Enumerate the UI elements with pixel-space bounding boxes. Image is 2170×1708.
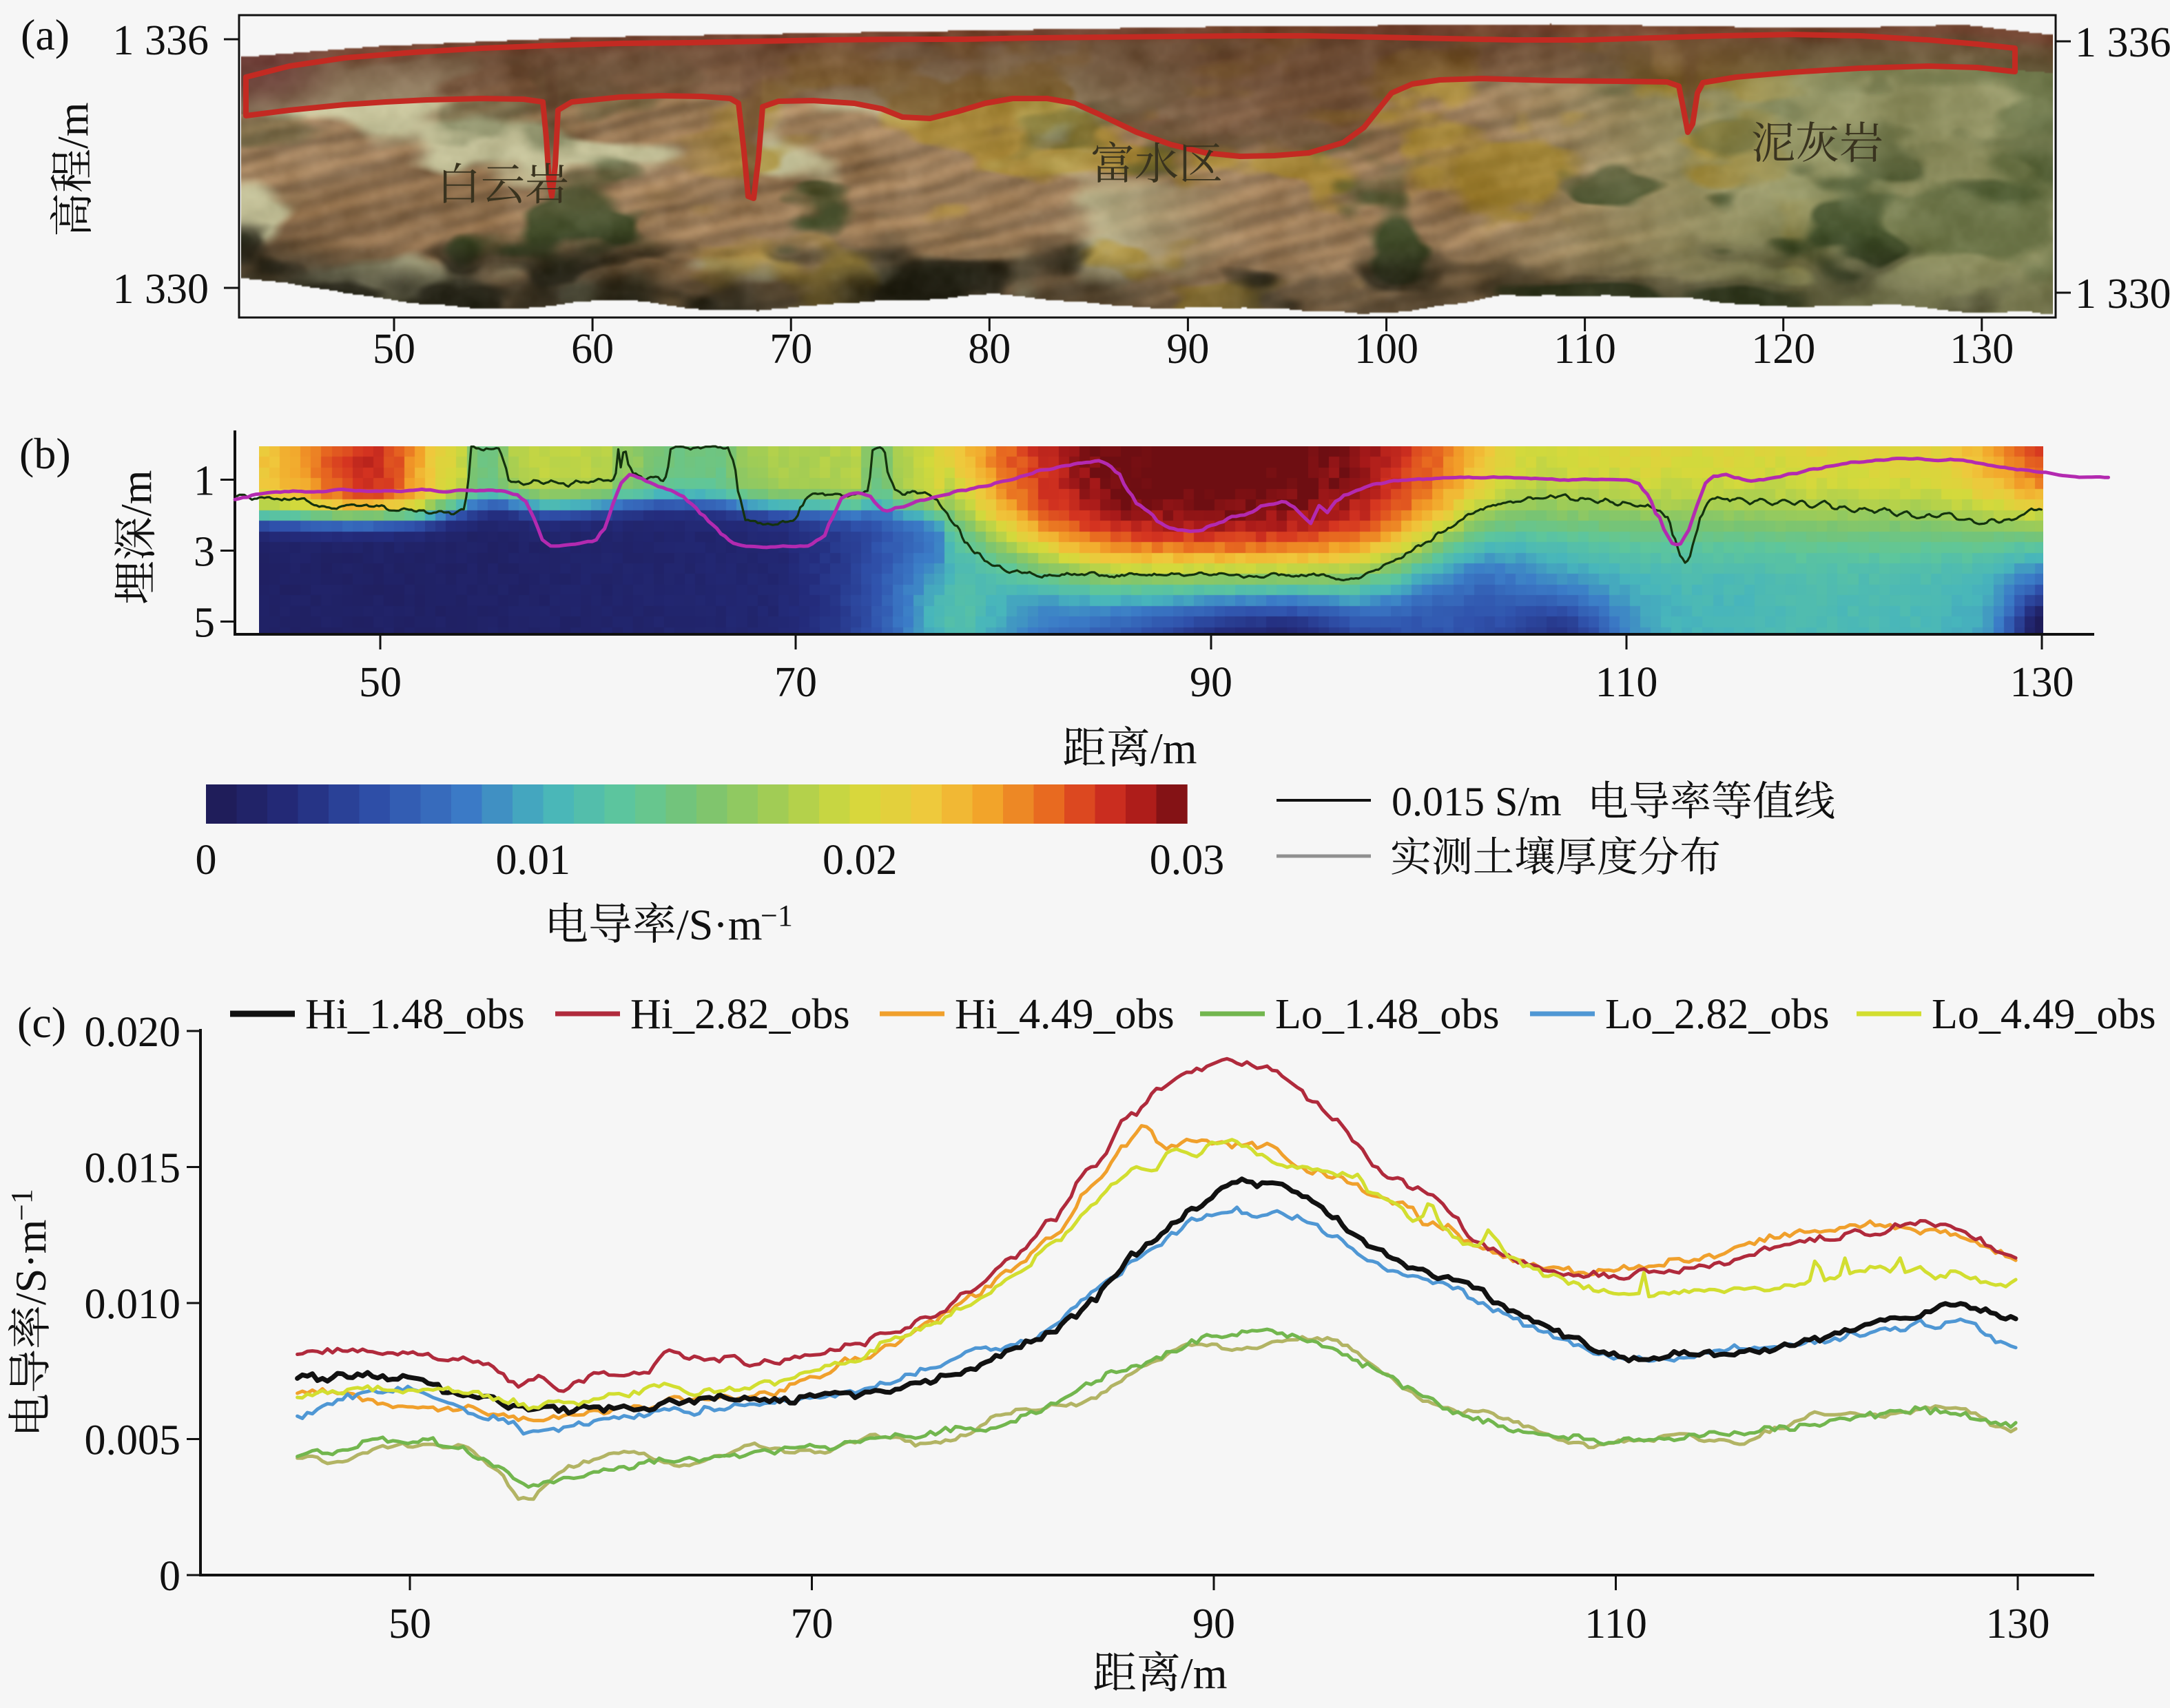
svg-text:100: 100 — [1354, 326, 1418, 373]
svg-text:(a): (a) — [21, 10, 70, 59]
svg-text:110: 110 — [1584, 1601, 1647, 1647]
svg-text:Hi_4.49_obs: Hi_4.49_obs — [955, 991, 1175, 1038]
svg-text:1: 1 — [194, 458, 215, 505]
svg-text:Lo_2.82_obs: Lo_2.82_obs — [1605, 991, 1830, 1038]
svg-text:1 330: 1 330 — [113, 266, 209, 313]
svg-text:1 336: 1 336 — [113, 17, 209, 64]
svg-text:(c): (c) — [17, 998, 66, 1047]
svg-text:0.005: 0.005 — [85, 1417, 181, 1464]
svg-text:0.020: 0.020 — [85, 1009, 181, 1056]
svg-text:70: 70 — [769, 326, 812, 373]
svg-text:110: 110 — [1553, 326, 1616, 373]
svg-text:50: 50 — [373, 326, 415, 373]
svg-text:70: 70 — [791, 1601, 834, 1647]
svg-text:0.02: 0.02 — [823, 837, 898, 884]
svg-text:50: 50 — [389, 1601, 431, 1647]
svg-text:/m: /m — [1181, 1649, 1228, 1698]
svg-text:1 336: 1 336 — [2075, 19, 2170, 66]
svg-text:80: 80 — [968, 326, 1011, 373]
svg-text:60: 60 — [571, 326, 614, 373]
svg-text:5: 5 — [194, 600, 215, 647]
svg-text:90: 90 — [1190, 659, 1232, 706]
svg-text:0.03: 0.03 — [1150, 837, 1225, 884]
svg-text:/S·m: /S·m — [676, 900, 762, 949]
svg-text:/m: /m — [112, 470, 161, 517]
svg-text:/m: /m — [48, 102, 97, 149]
svg-text:130: 130 — [1986, 1601, 2050, 1647]
svg-text:0.015: 0.015 — [85, 1145, 181, 1192]
svg-text:Lo_1.48_obs: Lo_1.48_obs — [1275, 991, 1500, 1038]
svg-text:3: 3 — [194, 529, 215, 576]
svg-text:/S·m: /S·m — [6, 1220, 55, 1305]
svg-text:110: 110 — [1595, 659, 1658, 706]
svg-text:0.01: 0.01 — [495, 837, 570, 884]
svg-text:1 330: 1 330 — [2075, 271, 2170, 317]
svg-text:50: 50 — [359, 659, 402, 706]
svg-text:120: 120 — [1751, 326, 1815, 373]
svg-text:0.010: 0.010 — [85, 1281, 181, 1328]
svg-text:−1: −1 — [761, 899, 793, 933]
svg-text:0: 0 — [159, 1553, 180, 1600]
svg-text:0: 0 — [196, 837, 217, 884]
svg-text:90: 90 — [1192, 1601, 1235, 1647]
svg-text:Lo_4.49_obs: Lo_4.49_obs — [1932, 991, 2156, 1038]
svg-text:/m: /m — [1150, 724, 1197, 773]
svg-text:Hi_1.48_obs: Hi_1.48_obs — [305, 991, 525, 1038]
svg-text:130: 130 — [1950, 326, 2014, 373]
svg-text:130: 130 — [2010, 659, 2074, 706]
svg-text:0.015 S/m: 0.015 S/m — [1392, 779, 1562, 824]
svg-text:90: 90 — [1166, 326, 1209, 373]
svg-text:Hi_2.82_obs: Hi_2.82_obs — [630, 991, 850, 1038]
svg-text:−1: −1 — [5, 1189, 39, 1221]
svg-text:70: 70 — [774, 659, 817, 706]
svg-text:(b): (b) — [19, 429, 71, 478]
